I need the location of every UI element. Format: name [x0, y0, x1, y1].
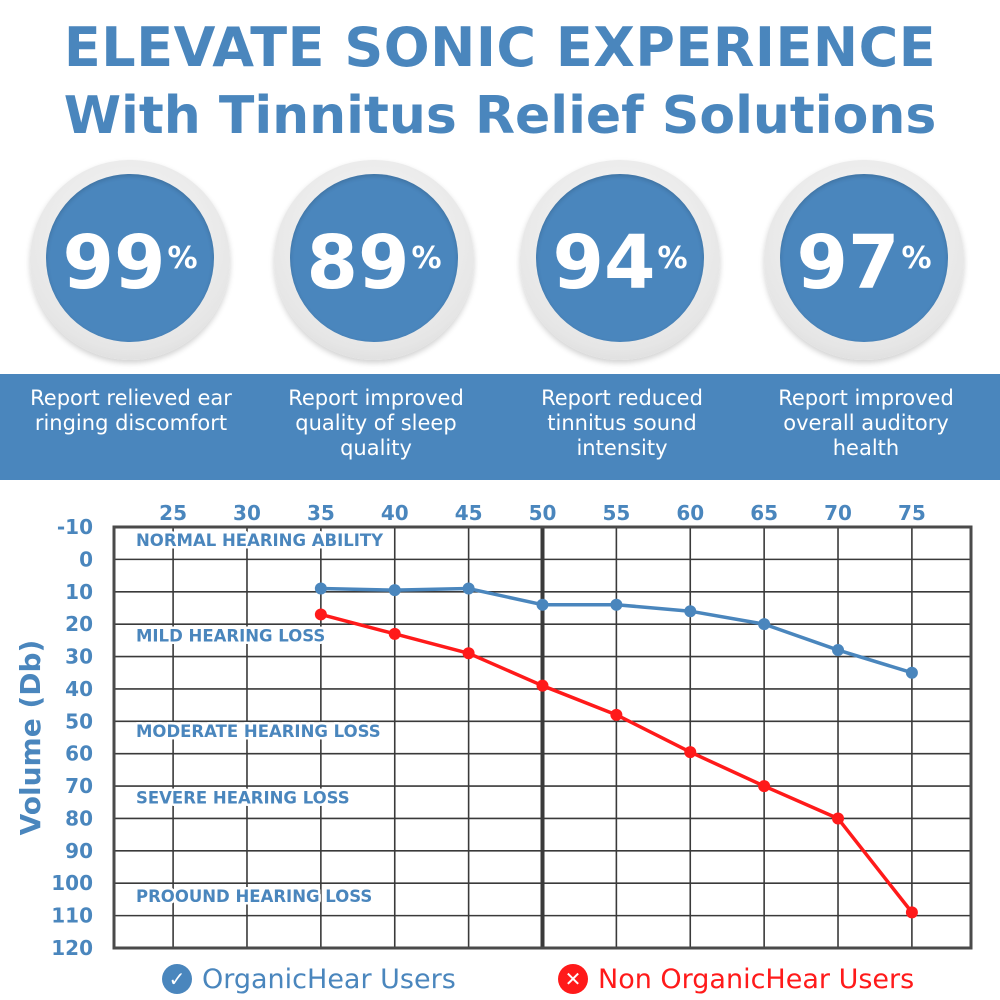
x-tick-label: 50: [529, 501, 557, 525]
x-tick-label: 65: [750, 501, 778, 525]
y-tick-label: 60: [65, 742, 93, 766]
data-point-organichear: [314, 582, 327, 595]
stat-circle-2: 89%: [274, 160, 474, 360]
y-tick-label: 100: [51, 871, 93, 895]
y-tick-label: 30: [65, 645, 93, 669]
stat-disc: 99%: [46, 174, 214, 342]
hearing-chart: 25 30 35 40 45 50 55 60 65 70 75 -10 0 10 20 30 40 50 60 70…: [14, 501, 973, 960]
y-axis-label: Volume (Db): [14, 640, 47, 836]
stat-value: 99%: [62, 220, 198, 306]
percent-sign: %: [657, 241, 688, 276]
zone-label: SEVERE HEARING LOSS: [136, 788, 350, 807]
percent-sign: %: [901, 241, 932, 276]
zone-label: MODERATE HEARING LOSS: [136, 722, 381, 741]
data-point-organichear: [758, 618, 771, 631]
percent-sign: %: [411, 241, 442, 276]
data-point-non-organichear: [684, 746, 697, 759]
percent-sign: %: [167, 241, 198, 276]
data-point-organichear: [905, 666, 918, 679]
data-point-organichear: [610, 598, 623, 611]
stat-disc: 97%: [780, 174, 948, 342]
data-point-organichear: [832, 644, 845, 657]
stat-circle-3: 94%: [520, 160, 720, 360]
y-tick-label: 110: [51, 904, 93, 928]
headline-line-2: With Tinnitus Relief Solutions: [63, 86, 937, 146]
stat-description-1: Report relieved ear ringing discomfort: [30, 386, 232, 435]
x-tick-label: 75: [898, 501, 926, 525]
stat-circle-1: 99%: [30, 160, 230, 360]
legend-label: OrganicHear Users: [202, 963, 456, 995]
legend-item-organichear: ✓ OrganicHear Users: [162, 962, 456, 996]
y-tick-label: 90: [65, 839, 93, 863]
stat-circle-4: 97%: [764, 160, 964, 360]
stat-description-3: Report reduced tinnitus sound intensity: [541, 386, 703, 460]
data-point-organichear: [536, 598, 549, 611]
data-point-non-organichear: [610, 708, 623, 721]
y-tick-label: 50: [65, 709, 93, 733]
data-point-non-organichear: [462, 647, 475, 660]
zone-label: PROOUND HEARING LOSS: [136, 887, 372, 906]
zone-label: NORMAL HEARING ABILITY: [136, 531, 384, 550]
x-tick-label: 25: [159, 501, 187, 525]
x-tick-label: 35: [307, 501, 335, 525]
data-point-organichear: [684, 605, 697, 618]
stats-description-band: [0, 374, 1000, 480]
x-tick-label: 30: [233, 501, 261, 525]
data-point-non-organichear: [388, 627, 401, 640]
data-point-organichear: [462, 582, 475, 595]
x-tick-label: 60: [676, 501, 704, 525]
y-tick-label: 20: [65, 612, 93, 636]
stat-value: 97%: [796, 220, 932, 306]
data-point-non-organichear: [536, 679, 549, 692]
y-tick-label: -10: [57, 515, 93, 539]
headline-line-1: ELEVATE SONIC EXPERIENCE: [63, 16, 937, 79]
data-point-non-organichear: [758, 780, 771, 793]
y-tick-label: 70: [65, 774, 93, 798]
plot-frame: [112, 525, 973, 950]
stat-disc: 89%: [290, 174, 458, 342]
legend-item-non-organichear: ✕ Non OrganicHear Users: [558, 962, 914, 996]
legend-label: Non OrganicHear Users: [598, 963, 915, 995]
y-tick-label: 80: [65, 806, 93, 830]
data-point-non-organichear: [905, 906, 918, 919]
y-tick-label: 0: [79, 547, 93, 571]
cross-icon: ✕: [558, 964, 588, 994]
stat-value: 94%: [552, 220, 688, 306]
stat-description-4: Report improved overall auditory health: [778, 386, 954, 460]
x-tick-label: 40: [381, 501, 409, 525]
x-tick-label: 55: [602, 501, 630, 525]
stat-description-2: Report improved quality of sleep quality: [288, 386, 464, 460]
zone-label: MILD HEARING LOSS: [136, 626, 325, 645]
y-tick-label: 40: [65, 677, 93, 701]
y-tick-label: 120: [51, 936, 93, 960]
data-point-non-organichear: [832, 812, 845, 825]
y-tick-label: 10: [65, 580, 93, 604]
stat-disc: 94%: [536, 174, 704, 342]
data-point-organichear: [388, 584, 401, 597]
x-tick-label: 70: [824, 501, 852, 525]
data-point-non-organichear: [314, 608, 327, 621]
x-tick-label: 45: [455, 501, 483, 525]
stat-value: 89%: [306, 220, 442, 306]
check-icon: ✓: [162, 964, 192, 994]
